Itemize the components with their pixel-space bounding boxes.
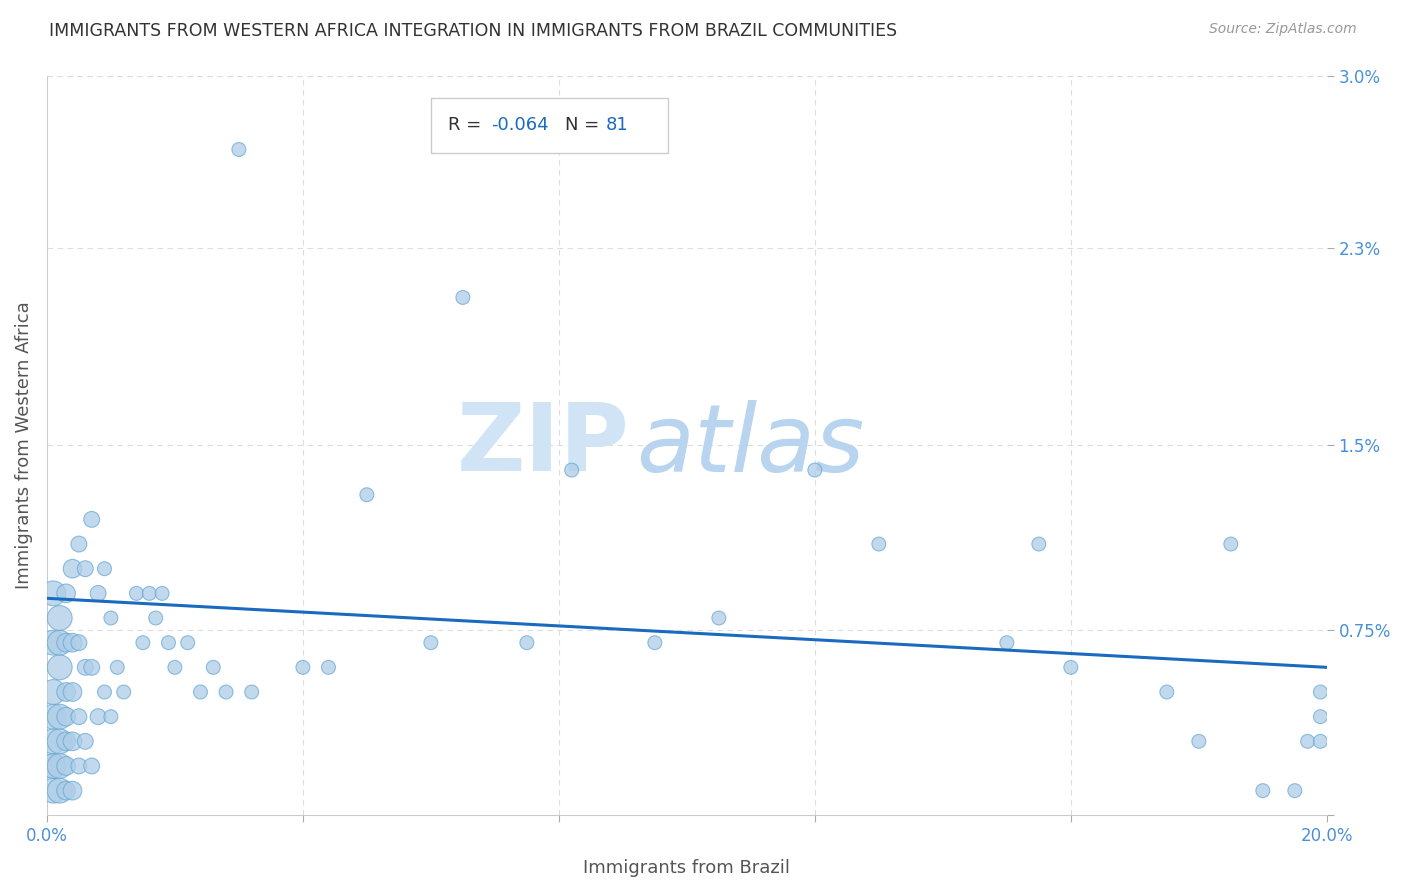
- Point: [67, 759, 90, 773]
- Text: R =: R =: [447, 116, 486, 134]
- Point: [145, 611, 167, 625]
- Point: [1219, 537, 1241, 551]
- Point: [291, 660, 314, 674]
- Point: [48, 734, 70, 748]
- Point: [93, 685, 115, 699]
- Point: [67, 636, 90, 650]
- Point: [55, 783, 77, 797]
- Point: [42, 685, 65, 699]
- Point: [55, 586, 77, 600]
- Point: [150, 586, 173, 600]
- Point: [75, 660, 97, 674]
- Point: [1028, 537, 1050, 551]
- Point: [138, 586, 160, 600]
- Point: [62, 562, 84, 576]
- Point: [215, 685, 238, 699]
- Point: [42, 734, 65, 748]
- Point: [1188, 734, 1211, 748]
- Point: [451, 290, 474, 304]
- Point: [48, 759, 70, 773]
- Point: [1251, 783, 1274, 797]
- Point: [190, 685, 212, 699]
- Point: [55, 709, 77, 723]
- Point: [176, 636, 198, 650]
- Text: Source: ZipAtlas.com: Source: ZipAtlas.com: [1209, 22, 1357, 37]
- Point: [48, 709, 70, 723]
- Point: [62, 636, 84, 650]
- Point: [112, 685, 135, 699]
- FancyBboxPatch shape: [430, 98, 668, 153]
- Point: [42, 636, 65, 650]
- Point: [516, 636, 538, 650]
- Point: [419, 636, 441, 650]
- Point: [1309, 685, 1331, 699]
- Text: -0.064: -0.064: [491, 116, 548, 134]
- Text: IMMIGRANTS FROM WESTERN AFRICA INTEGRATION IN IMMIGRANTS FROM BRAZIL COMMUNITIES: IMMIGRANTS FROM WESTERN AFRICA INTEGRATI…: [49, 22, 897, 40]
- Point: [55, 734, 77, 748]
- Text: N =: N =: [565, 116, 605, 134]
- Point: [1309, 709, 1331, 723]
- Point: [93, 562, 115, 576]
- Point: [804, 463, 827, 477]
- Point: [87, 709, 110, 723]
- Point: [105, 660, 128, 674]
- Point: [561, 463, 583, 477]
- Point: [42, 586, 65, 600]
- Point: [1296, 734, 1319, 748]
- Point: [125, 586, 148, 600]
- Point: [62, 734, 84, 748]
- Point: [163, 660, 186, 674]
- Text: ZIP: ZIP: [457, 400, 630, 491]
- Point: [80, 660, 103, 674]
- Point: [1309, 734, 1331, 748]
- Point: [48, 660, 70, 674]
- Point: [228, 143, 250, 157]
- Point: [62, 783, 84, 797]
- Point: [42, 709, 65, 723]
- Point: [67, 709, 90, 723]
- Point: [42, 759, 65, 773]
- Point: [707, 611, 730, 625]
- Point: [157, 636, 180, 650]
- Y-axis label: Immigrants from Western Africa: Immigrants from Western Africa: [15, 301, 32, 590]
- Text: 81: 81: [606, 116, 628, 134]
- Point: [67, 537, 90, 551]
- Point: [42, 759, 65, 773]
- Point: [75, 734, 97, 748]
- Point: [62, 685, 84, 699]
- Point: [48, 611, 70, 625]
- Point: [1060, 660, 1083, 674]
- Point: [87, 586, 110, 600]
- Point: [80, 759, 103, 773]
- Point: [48, 636, 70, 650]
- Point: [55, 759, 77, 773]
- Point: [868, 537, 890, 551]
- Point: [644, 636, 666, 650]
- Point: [132, 636, 155, 650]
- Point: [100, 709, 122, 723]
- Point: [55, 636, 77, 650]
- X-axis label: Immigrants from Brazil: Immigrants from Brazil: [583, 859, 790, 877]
- Point: [75, 562, 97, 576]
- Point: [80, 512, 103, 526]
- Point: [48, 783, 70, 797]
- Point: [55, 685, 77, 699]
- Point: [1156, 685, 1178, 699]
- Point: [42, 783, 65, 797]
- Point: [995, 636, 1018, 650]
- Point: [318, 660, 340, 674]
- Point: [1284, 783, 1306, 797]
- Point: [100, 611, 122, 625]
- Text: atlas: atlas: [636, 400, 863, 491]
- Point: [202, 660, 225, 674]
- Point: [240, 685, 263, 699]
- Point: [356, 488, 378, 502]
